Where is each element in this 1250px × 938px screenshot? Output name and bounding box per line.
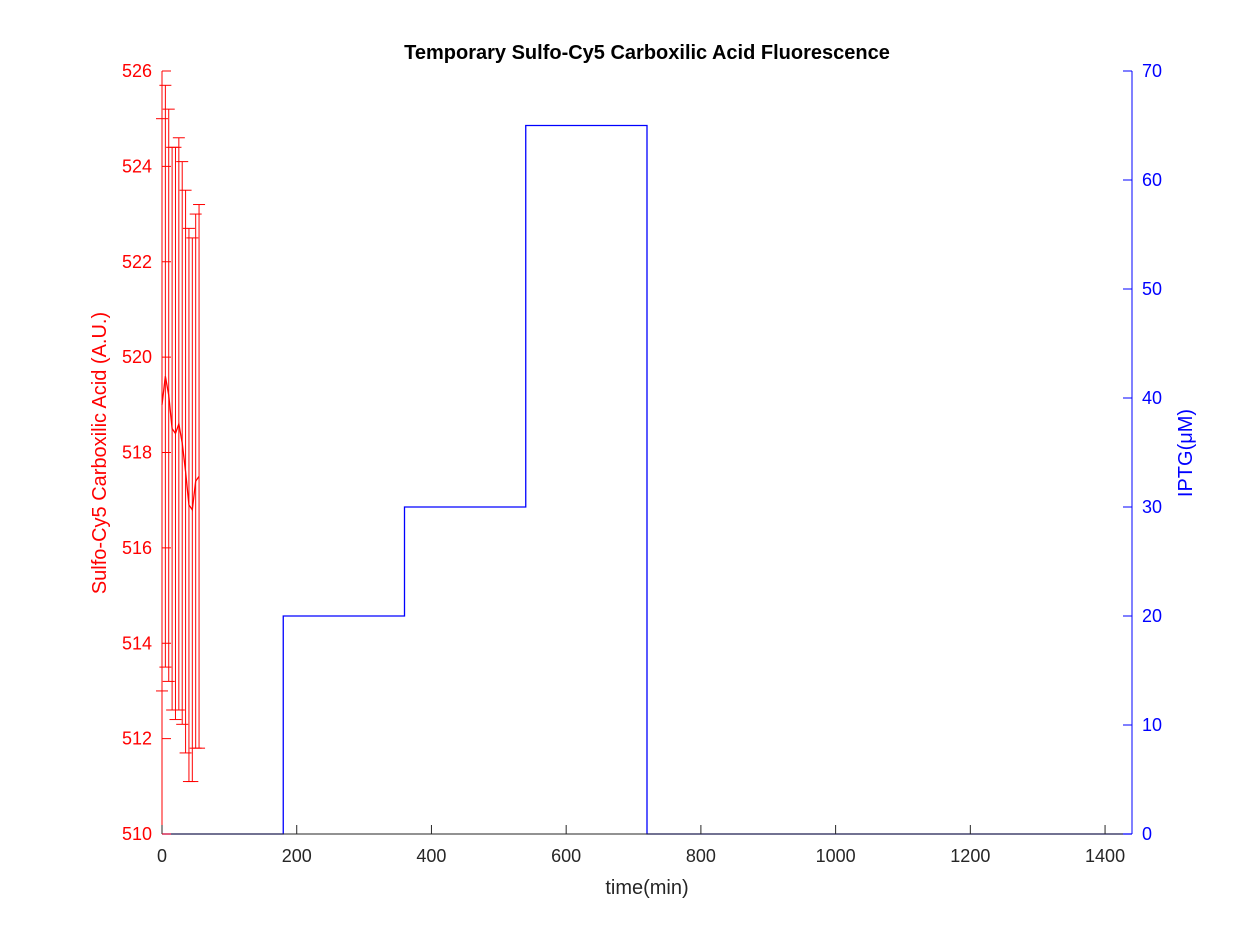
y-left-tick-label: 526 — [122, 61, 152, 81]
y-right-tick-label: 0 — [1142, 824, 1152, 844]
x-tick-label: 200 — [282, 846, 312, 866]
y-right-tick-label: 20 — [1142, 606, 1162, 626]
x-tick-label: 400 — [416, 846, 446, 866]
y-right-tick-label: 30 — [1142, 497, 1162, 517]
x-tick-label: 1400 — [1085, 846, 1125, 866]
fluorescence-line — [161, 376, 200, 512]
y-axis-left-label: Sulfo-Cy5 Carboxilic Acid (A.U.) — [89, 312, 111, 594]
x-tick-label: 1000 — [816, 846, 856, 866]
x-tick-label: 800 — [686, 846, 716, 866]
y-left-tick-label: 514 — [122, 633, 152, 653]
y-right-tick-label: 40 — [1142, 388, 1162, 408]
x-tick-label: 0 — [157, 846, 167, 866]
y-axis-right-label: IPTG(μM) — [1175, 409, 1197, 497]
plot-area — [156, 84, 1132, 835]
iptg-step-line — [162, 124, 1132, 835]
y-right-tick-label: 60 — [1142, 170, 1162, 190]
y-left-tick-label: 522 — [122, 252, 152, 272]
y-left-tick-label: 524 — [122, 156, 152, 176]
y-left-tick-label: 520 — [122, 347, 152, 367]
y-left-tick-label: 518 — [122, 443, 152, 463]
axes: 0 200 400 600 800 1000 1200 1400510512514516518… — [122, 61, 1162, 866]
y-left-tick-label: 516 — [122, 538, 152, 558]
x-tick-label: 1200 — [950, 846, 990, 866]
x-axis-label: time(min) — [605, 877, 688, 899]
y-right-tick-label: 70 — [1142, 61, 1162, 81]
y-right-tick-label: 10 — [1142, 715, 1162, 735]
y-left-tick-label: 512 — [122, 729, 152, 749]
y-left-tick-label: 510 — [122, 824, 152, 844]
chart-title: Temporary Sulfo-Cy5 Carboxilic Acid Fluo… — [404, 42, 890, 64]
x-tick-label: 600 — [551, 846, 581, 866]
y-right-tick-label: 50 — [1142, 279, 1162, 299]
